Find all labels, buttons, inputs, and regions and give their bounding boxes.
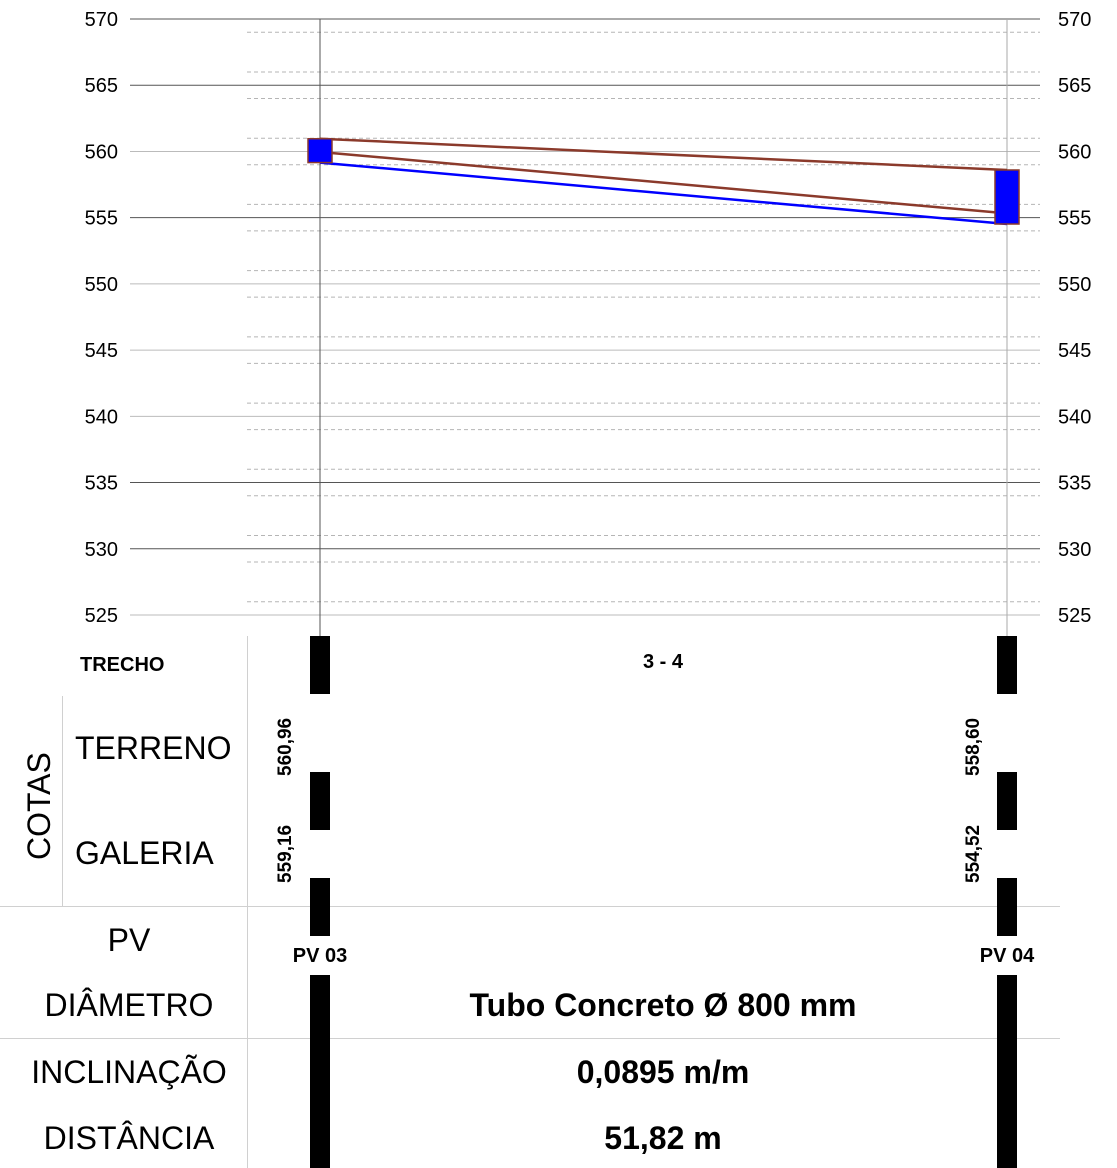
diametro-label: DIÂMETRO bbox=[44, 987, 214, 1023]
station-bar-pv04-2 bbox=[997, 772, 1017, 830]
y-tick-label-right: 555 bbox=[1058, 208, 1091, 230]
terrain-line bbox=[319, 137, 1008, 172]
y-tick-label-right: 560 bbox=[1058, 141, 1091, 163]
manhole-pv04 bbox=[994, 169, 1020, 225]
cotas-label: COTAS bbox=[21, 752, 57, 860]
distancia-label: DISTÂNCIA bbox=[43, 1120, 215, 1156]
y-tick-label-left: 565 bbox=[85, 75, 118, 97]
y-tick-label-left: 525 bbox=[85, 605, 118, 627]
y-tick-label-right: 545 bbox=[1058, 340, 1091, 362]
y-tick-label-right: 525 bbox=[1058, 605, 1091, 627]
y-tick-label-right: 570 bbox=[1058, 9, 1091, 31]
y-tick-label-left: 555 bbox=[85, 208, 118, 230]
table-row-divider-1 bbox=[0, 906, 1060, 907]
diametro-value: Tubo Concreto Ø 800 mm bbox=[469, 987, 857, 1023]
pv-start-name: PV 03 bbox=[292, 945, 348, 967]
inclinacao-value: 0,0895 m/m bbox=[576, 1054, 750, 1090]
pv-end-name: PV 04 bbox=[979, 945, 1035, 967]
inclinacao-label: INCLINAÇÃO bbox=[31, 1054, 227, 1090]
profile-chart: 570 570 565 565 560 560 555 555 550 550 545 545 540 5… bbox=[85, 9, 1091, 636]
y-tick-label-left: 540 bbox=[85, 406, 118, 428]
terreno-start-value: 560,96 bbox=[275, 717, 296, 776]
cotas-divider bbox=[62, 696, 63, 906]
y-tick-label-left: 560 bbox=[85, 141, 118, 163]
trecho-value: 3 - 4 bbox=[642, 651, 684, 673]
galeria-start-value: 559,16 bbox=[275, 824, 296, 883]
station-bar-pv03-3 bbox=[310, 878, 330, 936]
galeria-label: GALERIA bbox=[75, 835, 214, 871]
y-tick-label-left: 550 bbox=[85, 274, 118, 296]
y-tick-label-right: 565 bbox=[1058, 75, 1091, 97]
y-tick-label-left: 530 bbox=[85, 539, 118, 561]
manhole-pv03 bbox=[307, 137, 333, 164]
pv-label: PV bbox=[107, 922, 151, 958]
y-tick-label-right: 550 bbox=[1058, 274, 1091, 296]
y-tick-label-right: 530 bbox=[1058, 539, 1091, 561]
pipe-crown-line bbox=[319, 150, 1008, 215]
y-tick-label-left: 535 bbox=[85, 473, 118, 495]
trecho-label: TRECHO bbox=[80, 654, 165, 676]
station-bar-pv04-1 bbox=[997, 636, 1017, 694]
distancia-value: 51,82 m bbox=[604, 1120, 722, 1156]
station-bar-pv03-2 bbox=[310, 772, 330, 830]
table-divider-left bbox=[247, 636, 248, 1168]
y-tick-label-left: 545 bbox=[85, 340, 118, 362]
station-bar-pv03-1 bbox=[310, 636, 330, 694]
terreno-label: TERRENO bbox=[75, 730, 232, 766]
pipe-invert-line bbox=[319, 161, 1008, 226]
table-row-divider-2 bbox=[0, 1038, 1060, 1039]
y-tick-label-right: 535 bbox=[1058, 473, 1091, 495]
y-tick-label-right: 540 bbox=[1058, 406, 1091, 428]
galeria-end-value: 554,52 bbox=[963, 824, 984, 883]
station-bar-pv04-3 bbox=[997, 878, 1017, 936]
station-bar-pv04-4 bbox=[997, 975, 1017, 1168]
station-bar-pv03-4 bbox=[310, 975, 330, 1168]
y-tick-label-left: 570 bbox=[85, 9, 118, 31]
terreno-end-value: 558,60 bbox=[963, 717, 984, 776]
